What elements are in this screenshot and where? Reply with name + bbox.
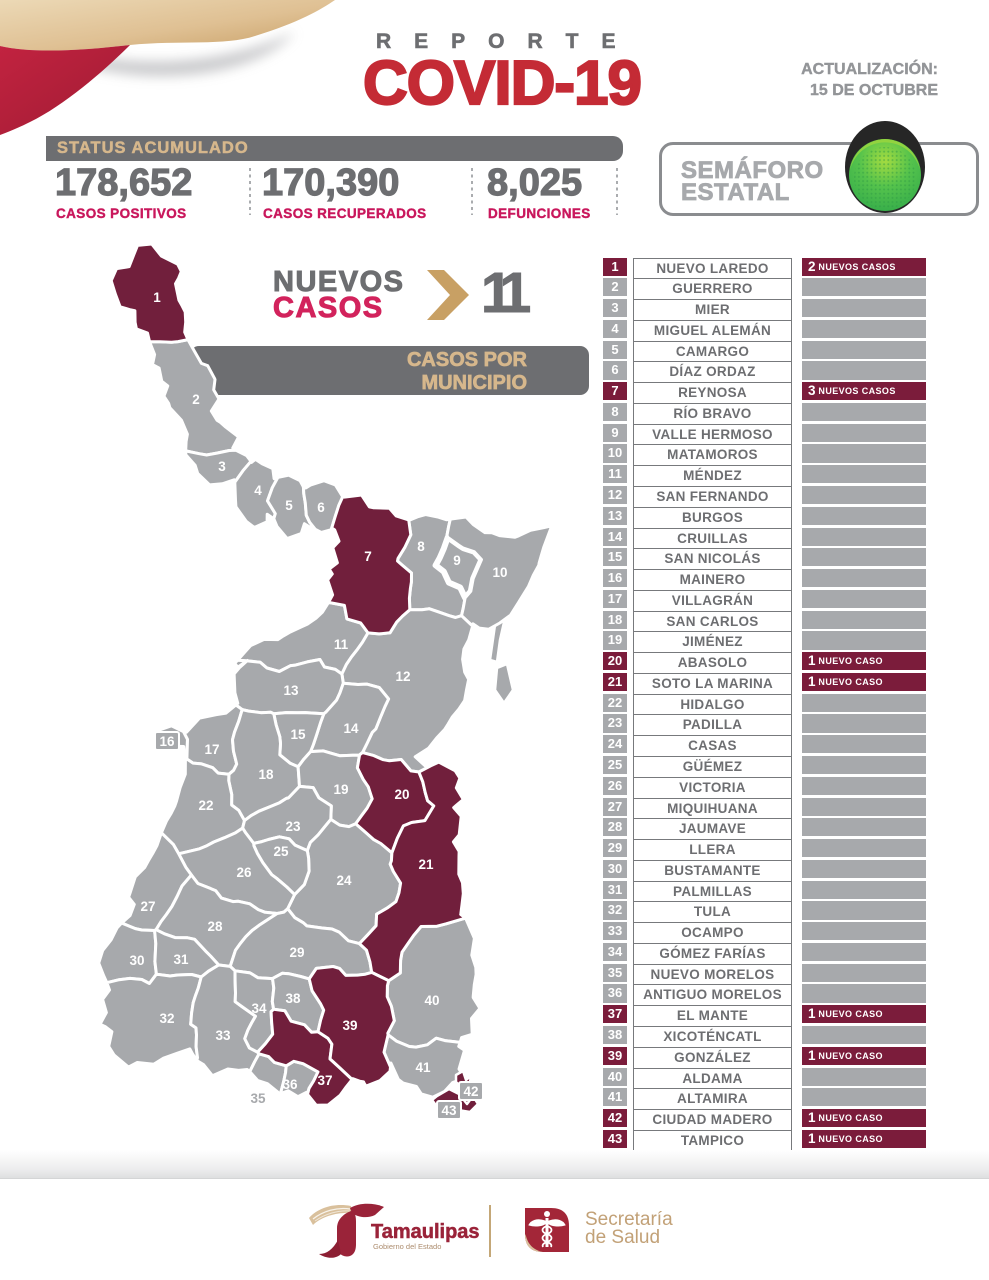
svg-text:6: 6	[317, 500, 325, 515]
svg-text:7: 7	[364, 549, 372, 564]
svg-text:24: 24	[336, 873, 352, 888]
svg-text:30: 30	[129, 953, 144, 968]
svg-text:13: 13	[283, 683, 299, 698]
svg-text:29: 29	[289, 945, 304, 960]
svg-text:10: 10	[492, 565, 507, 580]
svg-text:11: 11	[334, 637, 349, 652]
svg-text:8: 8	[417, 539, 425, 554]
svg-text:16: 16	[159, 734, 175, 749]
svg-text:18: 18	[258, 767, 274, 782]
svg-text:9: 9	[453, 553, 461, 568]
svg-text:23: 23	[285, 819, 301, 834]
svg-text:22: 22	[198, 798, 213, 813]
svg-text:32: 32	[159, 1011, 174, 1026]
svg-text:17: 17	[204, 742, 219, 757]
svg-text:2: 2	[192, 392, 200, 407]
svg-text:41: 41	[415, 1060, 431, 1075]
svg-text:26: 26	[236, 865, 252, 880]
svg-text:31: 31	[173, 952, 189, 967]
svg-text:43: 43	[441, 1103, 457, 1118]
svg-text:19: 19	[333, 782, 348, 797]
svg-text:39: 39	[342, 1018, 357, 1033]
svg-text:20: 20	[394, 787, 409, 802]
svg-text:4: 4	[254, 483, 262, 498]
svg-text:28: 28	[207, 919, 223, 934]
svg-text:21: 21	[418, 857, 434, 872]
svg-text:5: 5	[285, 498, 293, 513]
svg-text:3: 3	[218, 459, 226, 474]
svg-text:14: 14	[343, 721, 359, 736]
svg-text:1: 1	[153, 290, 161, 305]
svg-text:12: 12	[395, 669, 410, 684]
svg-text:40: 40	[424, 993, 439, 1008]
svg-text:27: 27	[140, 899, 155, 914]
svg-text:33: 33	[215, 1028, 231, 1043]
svg-text:34: 34	[251, 1001, 267, 1016]
svg-text:37: 37	[317, 1073, 332, 1088]
svg-text:42: 42	[463, 1084, 478, 1099]
svg-text:38: 38	[285, 991, 301, 1006]
svg-text:35: 35	[250, 1091, 266, 1106]
svg-text:36: 36	[282, 1077, 298, 1092]
svg-text:15: 15	[290, 727, 306, 742]
svg-text:25: 25	[273, 844, 289, 859]
